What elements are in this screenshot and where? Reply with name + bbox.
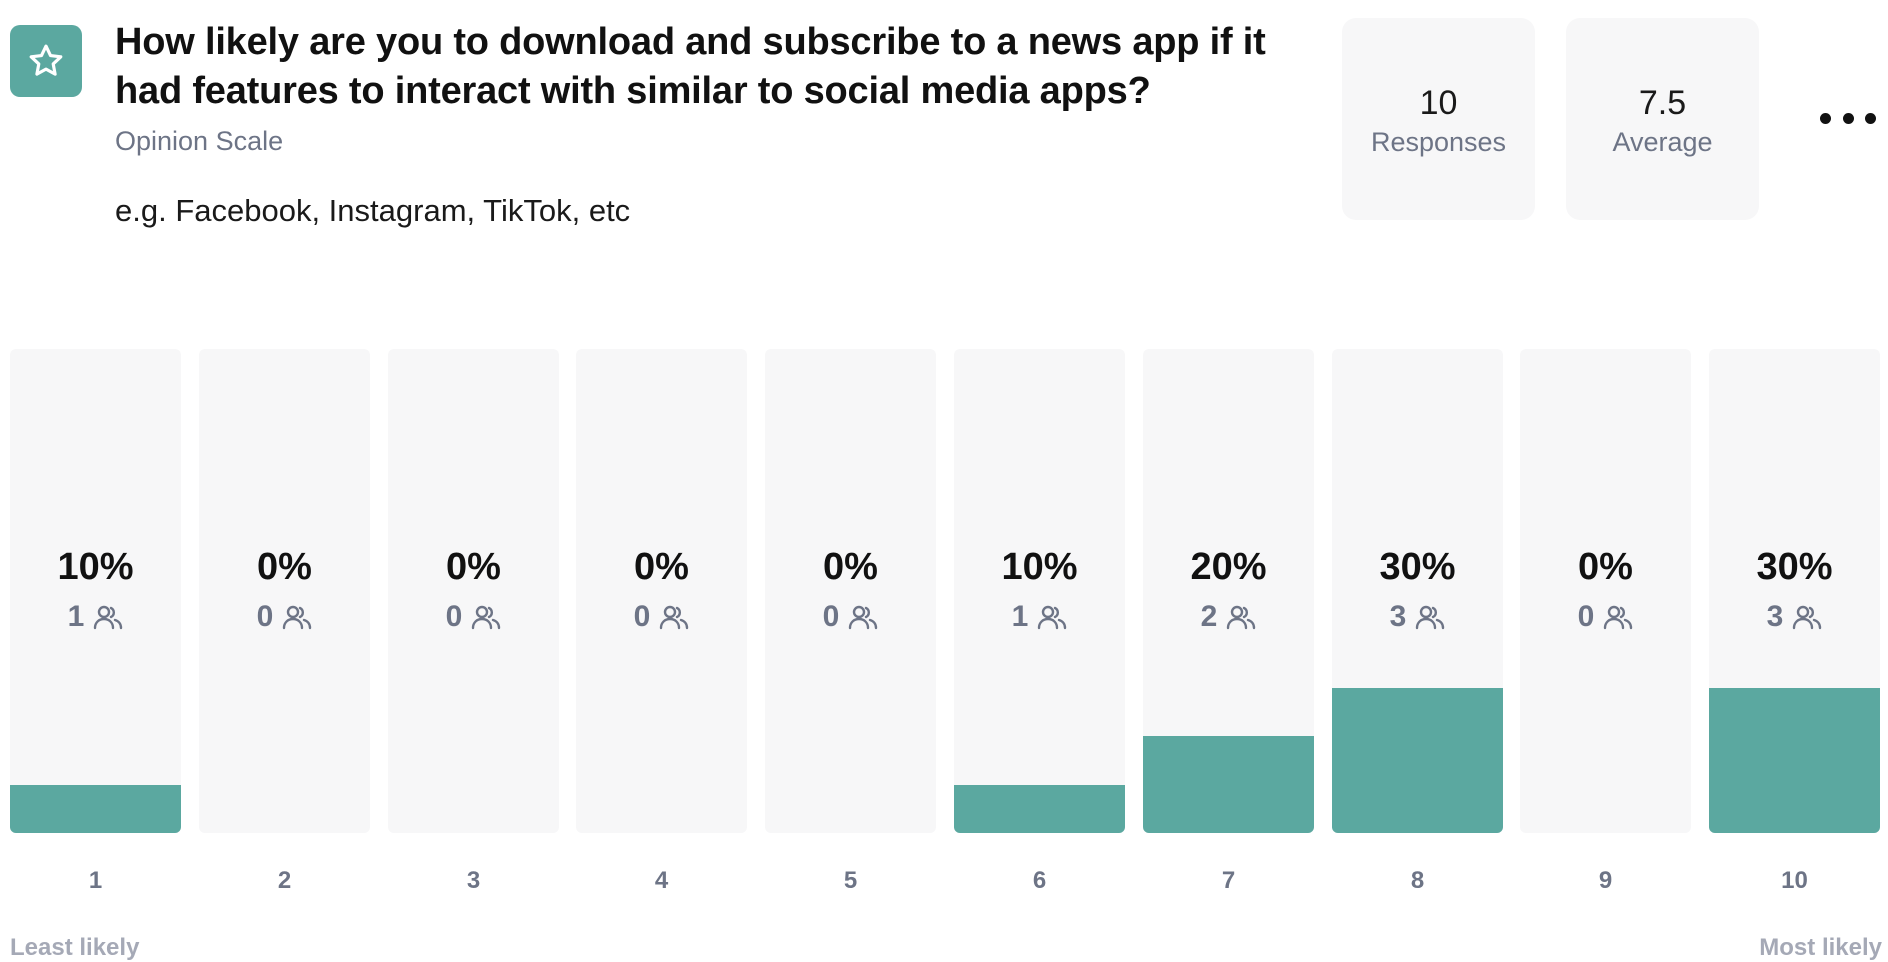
responses-label: Responses xyxy=(1370,126,1507,157)
more-dot xyxy=(1865,112,1876,124)
people-icon xyxy=(94,605,123,630)
scale-min-label: Least likely xyxy=(10,934,140,961)
response-count-value: 1 xyxy=(1011,600,1029,633)
response-count: 1 xyxy=(10,600,181,634)
response-count-value: 0 xyxy=(256,600,274,633)
column-background xyxy=(1520,349,1691,833)
percent-label: 10% xyxy=(1001,546,1078,588)
more-dot xyxy=(1820,112,1831,124)
bar-7 xyxy=(1143,736,1314,833)
percent-label: 10% xyxy=(57,546,134,588)
x-tick-label: 9 xyxy=(1598,867,1613,894)
column-background xyxy=(10,349,181,833)
responses-stat-card: 10 Responses xyxy=(1342,18,1535,220)
people-icon xyxy=(472,605,501,630)
column-background xyxy=(954,349,1125,833)
percent-label: 0% xyxy=(1578,546,1633,588)
column-background xyxy=(199,349,370,833)
x-tick-label: 7 xyxy=(1221,867,1236,894)
percent-label: 0% xyxy=(634,546,689,588)
question-title: How likely are you to download and subsc… xyxy=(115,21,1266,112)
response-count: 0 xyxy=(1520,600,1691,634)
star-icon xyxy=(29,44,63,76)
response-count: 0 xyxy=(576,600,747,634)
more-options-button[interactable] xyxy=(1820,105,1876,131)
response-count-value: 3 xyxy=(1389,600,1407,633)
responses-count: 10 xyxy=(1419,83,1458,122)
response-count-value: 0 xyxy=(445,600,463,633)
column-background xyxy=(388,349,559,833)
response-count-value: 1 xyxy=(67,600,85,633)
people-icon xyxy=(1416,605,1445,630)
question-type-label: Opinion Scale xyxy=(115,126,284,156)
percent-label: 0% xyxy=(823,546,878,588)
x-tick-label: 4 xyxy=(654,867,669,894)
percent-label: 20% xyxy=(1190,546,1267,588)
response-count-value: 0 xyxy=(822,600,840,633)
x-tick-label: 2 xyxy=(277,867,292,894)
percent-label: 0% xyxy=(446,546,501,588)
response-count-value: 0 xyxy=(1577,600,1595,633)
x-tick-label: 10 xyxy=(1781,867,1808,894)
column-background xyxy=(576,349,747,833)
column-background xyxy=(1332,349,1503,833)
people-icon xyxy=(1227,605,1256,630)
x-tick-label: 8 xyxy=(1410,867,1425,894)
people-icon xyxy=(1604,605,1633,630)
x-tick-label: 3 xyxy=(466,867,481,894)
column-background xyxy=(1709,349,1880,833)
response-count: 1 xyxy=(954,600,1125,634)
bar-6 xyxy=(954,785,1125,833)
x-tick-label: 6 xyxy=(1032,867,1047,894)
response-count: 3 xyxy=(1709,600,1880,634)
response-count-value: 2 xyxy=(1200,600,1218,633)
question-type-badge xyxy=(10,25,82,97)
bar-10 xyxy=(1709,688,1880,833)
response-count: 0 xyxy=(199,600,370,634)
people-icon xyxy=(283,605,312,630)
response-count: 3 xyxy=(1332,600,1503,634)
average-value: 7.5 xyxy=(1638,83,1687,122)
x-tick-label: 5 xyxy=(843,867,858,894)
column-background xyxy=(1143,349,1314,833)
response-count: 0 xyxy=(765,600,936,634)
response-count-value: 0 xyxy=(633,600,651,633)
response-count: 2 xyxy=(1143,600,1314,634)
people-icon xyxy=(660,605,689,630)
response-count-value: 3 xyxy=(1766,600,1784,633)
scale-max-label: Most likely xyxy=(1759,934,1882,961)
people-icon xyxy=(1793,605,1822,630)
column-background xyxy=(765,349,936,833)
average-label: Average xyxy=(1612,126,1713,157)
percent-label: 30% xyxy=(1756,546,1833,588)
more-dot xyxy=(1842,112,1854,124)
people-icon xyxy=(849,605,878,630)
question-description: e.g. Facebook, Instagram, TikTok, etc xyxy=(115,193,631,228)
bar-1 xyxy=(10,785,181,833)
x-tick-label: 1 xyxy=(88,867,103,894)
bar-8 xyxy=(1332,688,1503,833)
percent-label: 0% xyxy=(257,546,312,588)
percent-label: 30% xyxy=(1379,546,1456,588)
response-count: 0 xyxy=(388,600,559,634)
average-stat-card: 7.5 Average xyxy=(1566,18,1759,220)
people-icon xyxy=(1038,605,1067,630)
